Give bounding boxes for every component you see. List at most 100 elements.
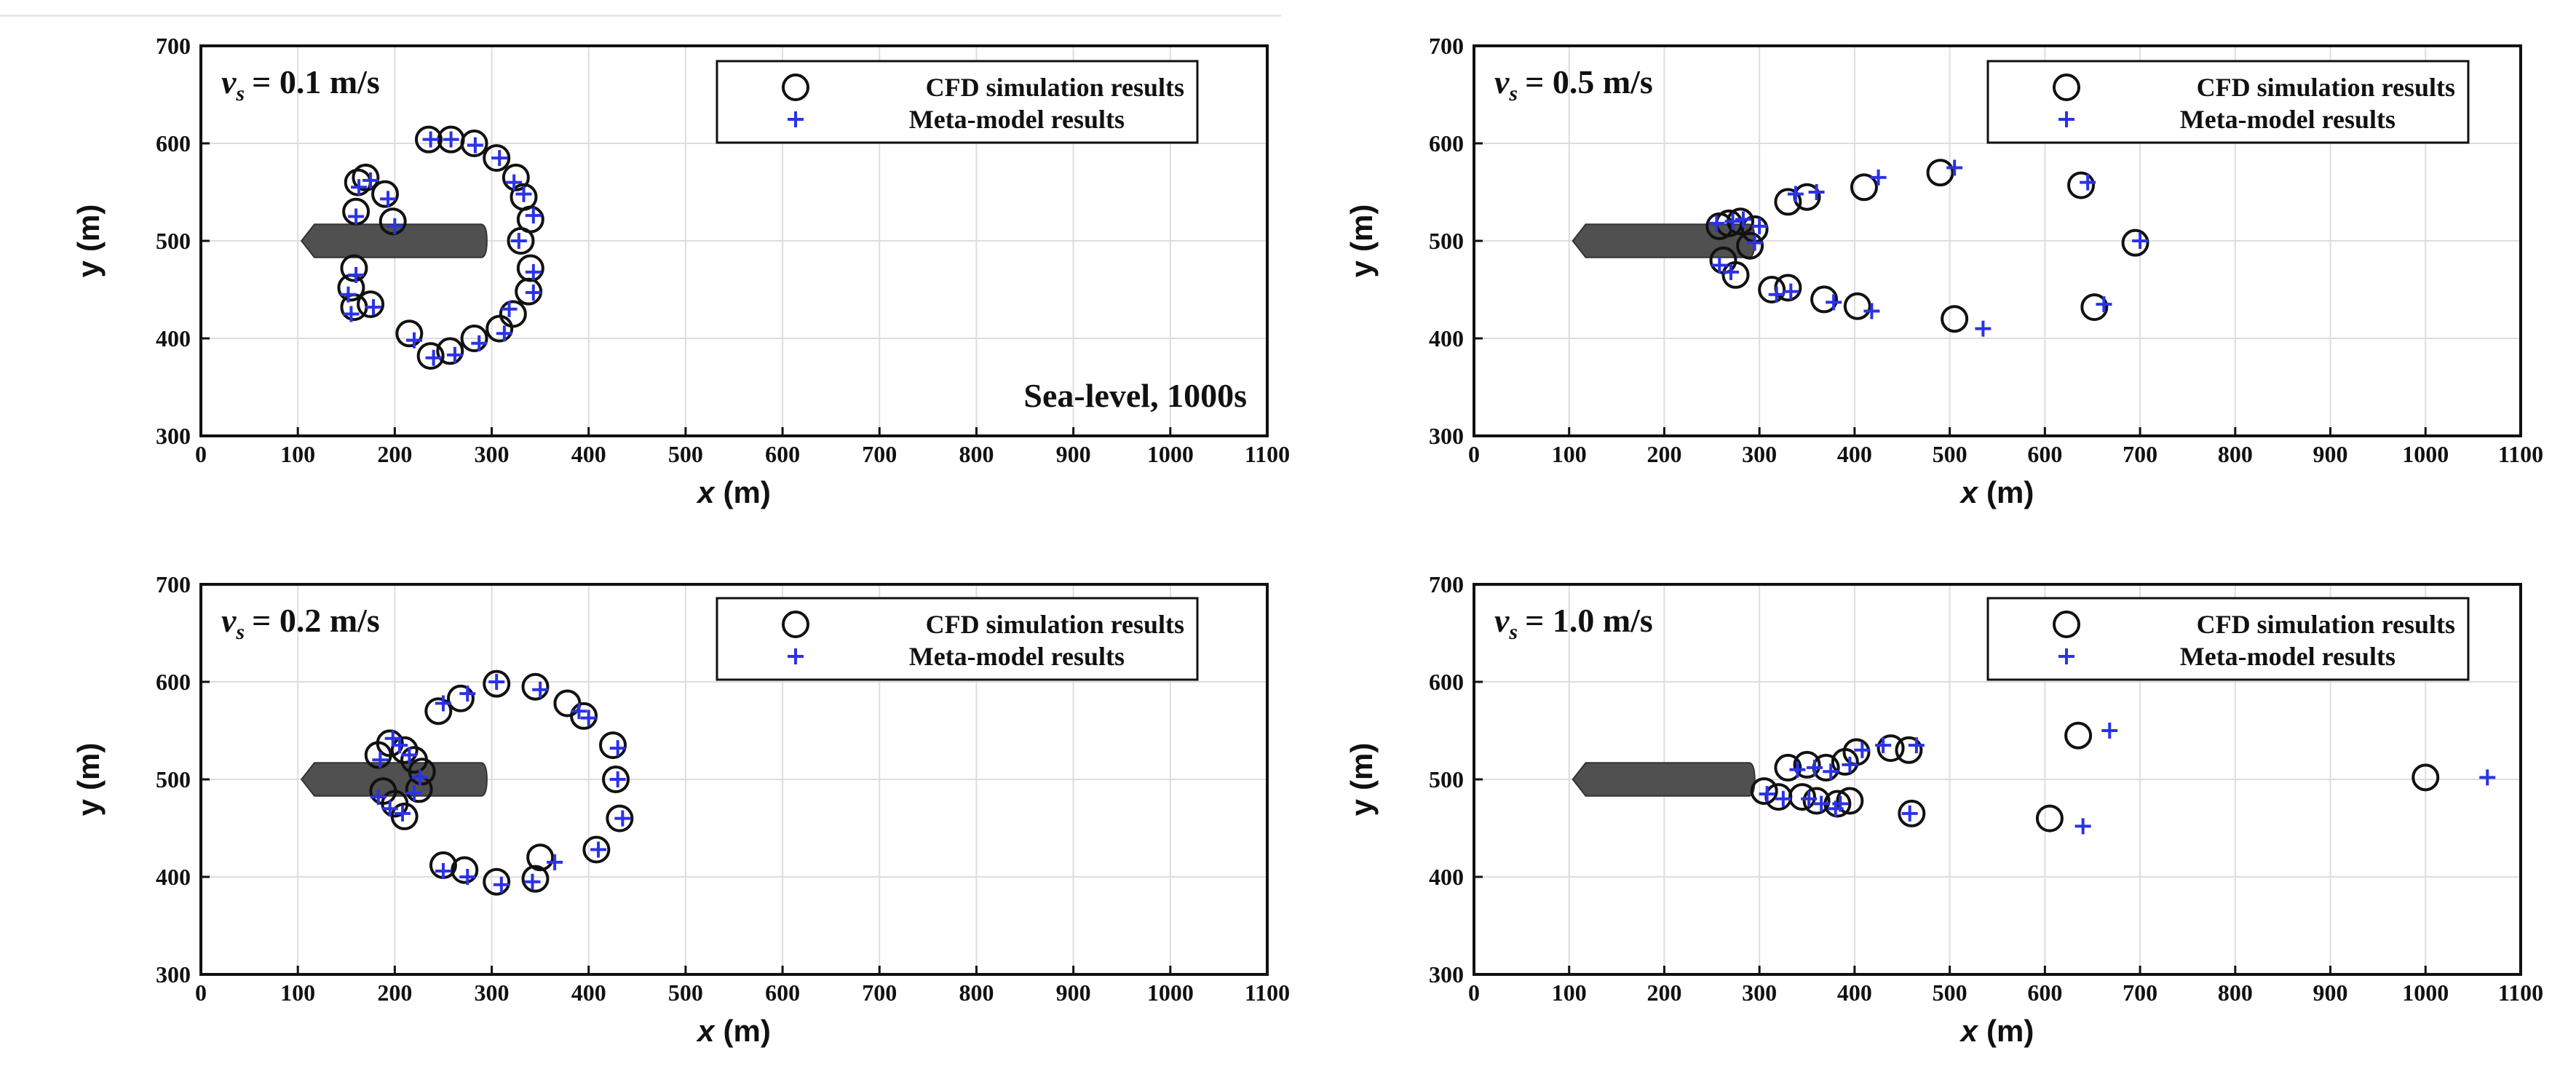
meta-point xyxy=(406,784,422,801)
x-tick-label: 1100 xyxy=(1245,979,1290,1006)
meta-point xyxy=(348,208,365,225)
cfd-point xyxy=(602,766,630,793)
y-tick-label: 500 xyxy=(156,766,191,792)
y-axis-var: y xyxy=(71,798,106,816)
cfd-point xyxy=(1788,783,1817,811)
y-tick-label: 600 xyxy=(1429,669,1464,695)
legend-cfd-label: CFD simulation results xyxy=(926,610,1184,639)
ship-hull xyxy=(1572,762,1756,797)
meta-point xyxy=(525,285,542,301)
cfd-point xyxy=(1736,231,1764,260)
meta-point xyxy=(1783,283,1799,300)
cfd-point xyxy=(1836,787,1864,815)
legend-cfd-marker xyxy=(782,73,809,101)
meta-point xyxy=(590,841,607,858)
x-tick-label: 0 xyxy=(195,441,207,467)
meta-point xyxy=(1746,234,1763,251)
markers xyxy=(337,125,544,370)
meta-point xyxy=(381,800,398,817)
x-tick-label: 900 xyxy=(1056,979,1091,1006)
y-tick-label: 600 xyxy=(1429,130,1464,156)
legend: CFD simulation results Meta-model results xyxy=(716,597,1199,681)
legend-meta-label: Meta-model results xyxy=(2180,105,2395,134)
velocity-subscript: s xyxy=(235,82,245,106)
meta-point xyxy=(348,266,365,283)
y-tick-label: 500 xyxy=(1429,228,1464,254)
cfd-point xyxy=(516,254,544,282)
panel-top-left: 0 100 200 300 400 500 600 700 800 900 1000 1100 300 4… xyxy=(71,33,1290,509)
markers xyxy=(364,669,634,896)
meta-point xyxy=(547,854,563,870)
ship-hull xyxy=(1572,223,1756,258)
meta-point xyxy=(401,747,418,763)
meta-point xyxy=(1808,184,1825,200)
legend: CFD simulation results Meta-model results xyxy=(716,60,1199,144)
x-tick-label: 0 xyxy=(1468,979,1480,1006)
y-tick-label: 700 xyxy=(156,571,191,597)
velocity-symbol: v xyxy=(1494,63,1510,100)
y-tick-label: 400 xyxy=(1429,864,1464,890)
cfd-point xyxy=(1843,292,1871,320)
meta-point xyxy=(1813,795,1830,812)
velocity-symbol: v xyxy=(221,602,237,639)
meta-point xyxy=(493,876,510,893)
markers xyxy=(1705,159,2149,337)
meta-point xyxy=(1975,320,1992,337)
cfd-point xyxy=(606,804,634,832)
x-axis-title: x (m) xyxy=(1959,1014,2034,1048)
cfd-point xyxy=(2080,293,2109,322)
y-axis-var: y xyxy=(1344,798,1379,816)
cfd-point xyxy=(357,290,385,319)
legend-meta-marker xyxy=(788,648,804,664)
cfd-point xyxy=(379,207,407,236)
meta-point xyxy=(446,346,463,363)
y-tick-label: 400 xyxy=(1429,325,1464,351)
top-rule xyxy=(0,15,1281,17)
legend-meta-label: Meta-model results xyxy=(909,105,1125,134)
y-axis-title: y (m) xyxy=(71,204,106,278)
velocity-subscript: s xyxy=(235,620,245,644)
y-tick-label: 600 xyxy=(156,130,191,156)
meta-point xyxy=(372,752,389,768)
y-tick-label: 700 xyxy=(156,33,191,59)
cfd-point xyxy=(408,758,436,786)
panel-bottom-right: 0 100 200 300 400 500 600 700 800 900 1000 1100 300 4… xyxy=(1344,571,2543,1048)
x-tick-label: 500 xyxy=(668,979,703,1006)
y-tick-label: 700 xyxy=(1429,33,1464,59)
meta-point xyxy=(525,263,542,280)
cfd-point xyxy=(570,702,598,730)
panel-bottom-left: 0 100 200 300 400 500 600 700 800 900 1000 1100 300 4… xyxy=(71,571,1290,1048)
meta-point xyxy=(2080,174,2096,191)
x-tick-label: 200 xyxy=(377,979,412,1006)
cfd-point xyxy=(526,843,555,872)
x-tick-label: 100 xyxy=(1552,441,1587,467)
meta-point xyxy=(1724,213,1741,230)
meta-point xyxy=(467,137,483,154)
ship-hull xyxy=(300,223,488,258)
cfd-point xyxy=(446,684,475,712)
cfd-point xyxy=(1774,753,1802,782)
x-tick-label: 1100 xyxy=(1245,441,1290,467)
x-tick-label: 600 xyxy=(2027,441,2062,467)
meta-point xyxy=(1751,218,1768,234)
panel-velocity-label: vs = 1.0 m/s xyxy=(1494,602,1653,644)
y-tick-label: 700 xyxy=(1429,571,1464,597)
cfd-point xyxy=(521,672,550,701)
cfd-point xyxy=(460,325,488,352)
meta-point xyxy=(609,740,626,757)
cfd-point xyxy=(483,867,511,896)
x-tick-label: 100 xyxy=(280,979,315,1006)
x-tick-label: 800 xyxy=(959,979,994,1006)
x-tick-label: 400 xyxy=(571,441,606,467)
y-axis-var: y xyxy=(1344,260,1379,277)
cfd-point xyxy=(451,856,479,884)
cfd-point xyxy=(582,835,611,864)
cfd-point xyxy=(1764,783,1793,811)
x-tick-label: 0 xyxy=(1468,441,1480,467)
legend-meta-marker xyxy=(2058,111,2074,127)
cfd-point xyxy=(1774,188,1802,216)
meta-point xyxy=(1946,159,1963,176)
meta-point xyxy=(1775,790,1791,807)
x-tick-label: 700 xyxy=(2123,979,2157,1006)
meta-point xyxy=(580,710,597,726)
